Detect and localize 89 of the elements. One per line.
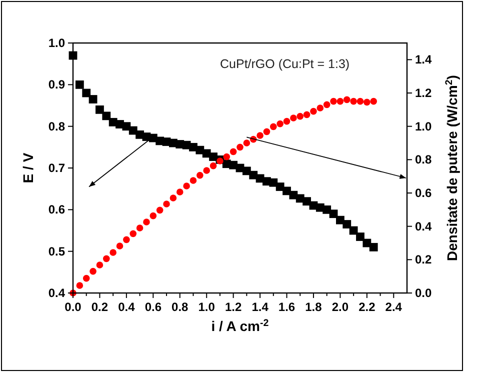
point — [290, 114, 297, 122]
x-tick-label: 0.6 — [144, 300, 162, 314]
annotation: CuPt/rGO (Cu:Pt = 1:3) — [220, 57, 350, 71]
point — [316, 104, 324, 112]
y-tick-label: 0.9 — [48, 78, 66, 92]
point — [263, 128, 270, 136]
point — [323, 101, 330, 108]
point — [136, 224, 144, 232]
point — [150, 212, 157, 220]
point — [336, 98, 344, 105]
x-tick-label: 1.0 — [198, 300, 216, 314]
point — [349, 226, 358, 235]
x-tick-label: 1.4 — [252, 300, 269, 314]
point — [236, 144, 244, 151]
point — [143, 218, 150, 226]
x-tick-label: 1.8 — [305, 300, 322, 314]
point — [176, 188, 184, 196]
point — [270, 123, 277, 130]
y-tick-label: 1.0 — [48, 36, 66, 50]
point — [343, 96, 350, 104]
point — [90, 268, 96, 275]
point — [156, 206, 164, 214]
point — [190, 177, 197, 184]
x-tick-label: 1.6 — [278, 300, 296, 314]
point — [329, 210, 338, 218]
y2-tick-label: 0.4 — [415, 219, 432, 234]
x-tick-label: 0.8 — [172, 300, 189, 314]
point — [276, 120, 284, 128]
point — [342, 220, 352, 228]
point — [216, 158, 224, 164]
point — [130, 230, 137, 238]
point — [350, 98, 357, 105]
point — [102, 112, 111, 120]
point — [364, 98, 370, 106]
point — [123, 236, 130, 244]
point — [356, 98, 364, 105]
point — [330, 98, 337, 105]
point — [303, 111, 310, 118]
y-tick-label: 0.8 — [48, 119, 66, 134]
y-tick-label: 0.4 — [48, 286, 66, 300]
point — [122, 122, 131, 131]
x-tick-label: 2.4 — [385, 300, 402, 314]
y2-tick-label: 0.8 — [415, 152, 432, 167]
point — [269, 178, 278, 187]
y2-tick-label: 1.0 — [415, 119, 432, 134]
point — [82, 88, 91, 98]
point — [369, 242, 378, 252]
point — [296, 112, 304, 120]
point — [210, 162, 217, 170]
y-tick-label: 0.6 — [48, 202, 66, 217]
point — [183, 182, 190, 190]
x-tick-label: 0.2 — [91, 300, 108, 314]
point — [163, 200, 170, 208]
x-tick-label: 2.0 — [332, 300, 349, 314]
point — [283, 118, 290, 125]
point — [76, 282, 84, 289]
point — [223, 153, 230, 160]
x-tick-label: 2.2 — [358, 300, 376, 314]
point — [203, 167, 210, 174]
point — [116, 242, 124, 250]
y-tick-label: 0.5 — [48, 244, 66, 258]
y2-tick-label: 1.2 — [415, 86, 432, 100]
point — [370, 98, 377, 105]
x-axis-title: i / A cm$^{-2}$ — [211, 318, 270, 334]
y-tick-label: 0.7 — [48, 161, 66, 175]
point — [243, 140, 250, 146]
point — [96, 262, 104, 268]
y2-tick-label: 0.6 — [415, 186, 432, 200]
y2-tick-label: 0.0 — [415, 286, 432, 300]
x-tick-label: 0.0 — [64, 300, 82, 314]
point — [103, 255, 110, 262]
point — [196, 172, 204, 179]
point — [96, 105, 104, 114]
point — [322, 205, 332, 214]
point — [82, 274, 90, 282]
point — [356, 232, 364, 241]
point — [88, 95, 98, 104]
point — [256, 132, 264, 139]
x-tick-label: 1.2 — [224, 300, 242, 314]
x-tick-label: 0.4 — [118, 300, 136, 314]
y2-tick-label: 1.4 — [415, 52, 432, 67]
point — [110, 249, 116, 256]
y2-tick-label: 0.2 — [415, 252, 432, 267]
point — [310, 108, 317, 115]
point — [230, 148, 237, 156]
point — [170, 194, 177, 202]
y-axis-title: E / V — [20, 152, 36, 184]
point — [75, 80, 84, 89]
point — [302, 197, 311, 206]
